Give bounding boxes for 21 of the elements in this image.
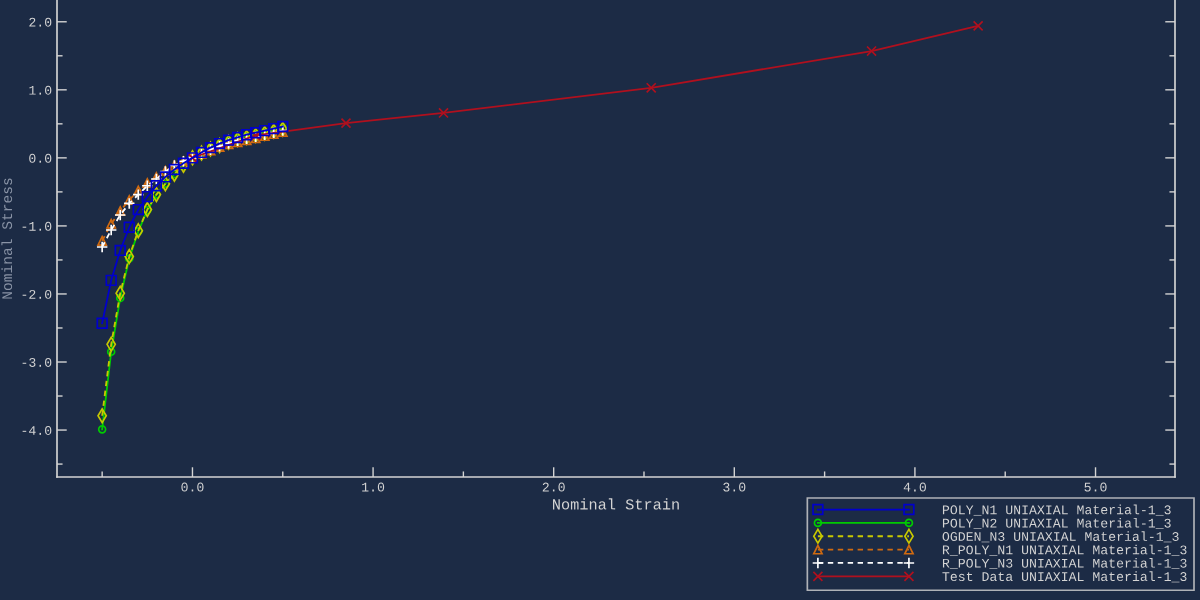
y-tick-label: -3.0 [22, 357, 52, 367]
legend-label: R_POLY_N1 UNIAXIAL Material-1_3 [942, 544, 1187, 556]
y-tick-label: -2.0 [22, 289, 52, 299]
y-tick-label: 2.0 [29, 17, 52, 27]
y-tick-label: -1.0 [22, 221, 52, 231]
y-tick-label: 0.0 [29, 153, 52, 163]
x-tick-label: 5.0 [1084, 482, 1107, 492]
x-tick-label: 3.0 [723, 482, 746, 492]
legend-label: POLY_N2 UNIAXIAL Material-1_3 [942, 517, 1171, 529]
y-tick-label: 1.0 [29, 85, 52, 95]
legend-label: POLY_N1 UNIAXIAL Material-1_3 [942, 504, 1171, 516]
y-axis-title: Nominal Stress [1, 178, 13, 299]
y-tick-label: -4.0 [22, 426, 52, 435]
x-tick-label: 2.0 [542, 482, 565, 492]
x-tick-label: 4.0 [903, 482, 926, 492]
x-tick-label: 1.0 [362, 482, 385, 492]
x-tick-label: 0.0 [181, 482, 204, 492]
legend-label: OGDEN_N3 UNIAXIAL Material-1_3 [942, 531, 1179, 543]
legend-label: R_POLY_N3 UNIAXIAL Material-1_3 [942, 558, 1187, 569]
x-axis-title: Nominal Strain [553, 498, 679, 510]
legend-label: Test Data UNIAXIAL Material-1_3 [942, 571, 1187, 583]
